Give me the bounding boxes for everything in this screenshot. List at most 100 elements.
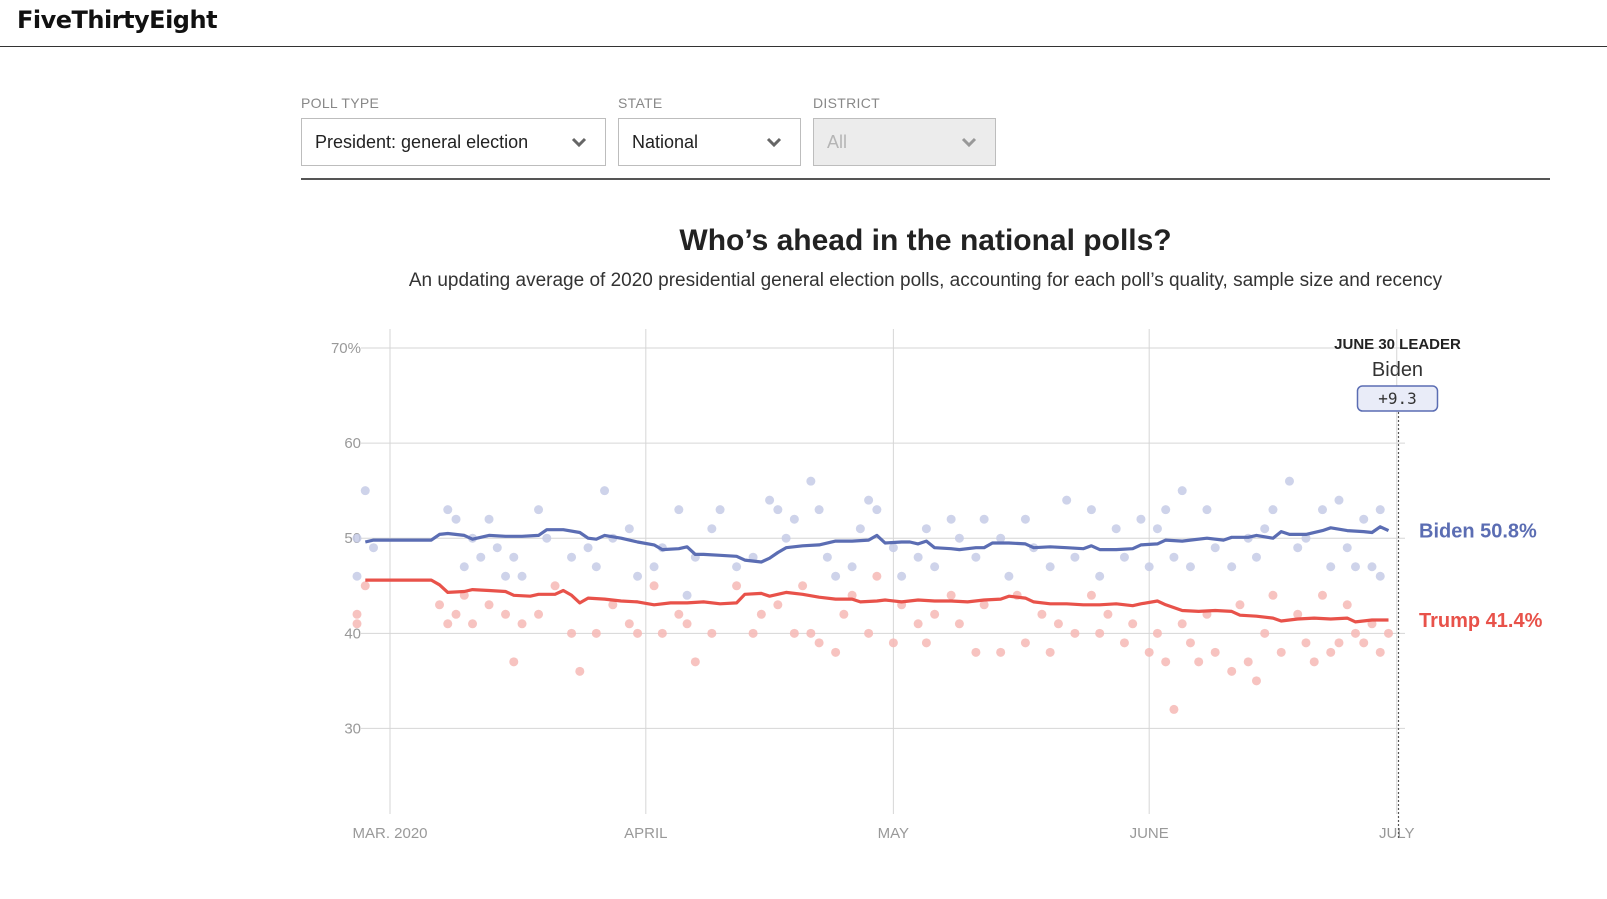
trump-poll-dot bbox=[657, 628, 667, 638]
trump-poll-dot bbox=[732, 581, 742, 591]
biden-poll-dot bbox=[954, 533, 964, 543]
trump-poll-dot bbox=[649, 581, 659, 591]
trump-poll-dot bbox=[798, 581, 808, 591]
biden-poll-dot bbox=[781, 533, 791, 543]
biden-poll-dot bbox=[1342, 543, 1352, 553]
trump-poll-dot bbox=[1144, 647, 1154, 657]
biden-poll-dot bbox=[789, 514, 799, 524]
biden-poll-dot bbox=[872, 505, 882, 515]
trump-poll-dot bbox=[1045, 647, 1055, 657]
leader-margin-value: +9.3 bbox=[1378, 389, 1417, 408]
biden-poll-dot bbox=[732, 562, 742, 572]
trump-poll-dot bbox=[1293, 609, 1303, 619]
biden-poll-dot bbox=[1260, 524, 1270, 534]
trump-poll-dot bbox=[1276, 647, 1286, 657]
chevron-down-icon bbox=[766, 137, 782, 148]
trump-poll-dot bbox=[831, 647, 841, 657]
biden-poll-dot bbox=[814, 505, 824, 515]
trump-poll-dot bbox=[1260, 628, 1270, 638]
trump-poll-dot bbox=[1119, 638, 1129, 648]
trump-poll-dot bbox=[1235, 600, 1245, 610]
state-select[interactable]: National bbox=[618, 118, 801, 166]
biden-poll-dot bbox=[1185, 562, 1195, 572]
biden-poll-dot bbox=[624, 524, 634, 534]
site-logo[interactable]: FiveThirtyEight bbox=[17, 6, 218, 34]
trump-poll-dot bbox=[1317, 590, 1327, 600]
biden-poll-dot bbox=[517, 571, 527, 581]
biden-poll-dot bbox=[971, 552, 981, 562]
trump-poll-dot bbox=[1268, 590, 1278, 600]
district-select[interactable]: All bbox=[813, 118, 996, 166]
trump-poll-dot bbox=[1161, 657, 1171, 667]
biden-poll-dot bbox=[1227, 562, 1237, 572]
trump-poll-dot bbox=[435, 600, 445, 610]
biden-poll-dot bbox=[1350, 562, 1360, 572]
biden-poll-dot bbox=[707, 524, 717, 534]
average-lines: Biden 50.8% Trump 41.4% bbox=[364, 521, 1543, 632]
biden-poll-dot bbox=[1169, 552, 1179, 562]
biden-poll-dot bbox=[451, 514, 461, 524]
poll-type-select[interactable]: President: general election bbox=[301, 118, 606, 166]
trump-poll-dot bbox=[864, 628, 874, 638]
biden-poll-dot bbox=[1177, 486, 1187, 496]
trump-poll-dot bbox=[872, 571, 882, 581]
biden-poll-dot bbox=[484, 514, 494, 524]
biden-poll-dot bbox=[567, 552, 577, 562]
x-tick-label: JULY bbox=[1379, 825, 1415, 842]
trump-poll-dot bbox=[756, 609, 766, 619]
header-divider bbox=[0, 46, 1607, 47]
trump-poll-dot bbox=[1086, 590, 1096, 600]
leader-heading: JUNE 30 LEADER bbox=[1334, 336, 1461, 353]
x-tick-label: MAR. 2020 bbox=[352, 825, 427, 842]
biden-poll-dot bbox=[897, 571, 907, 581]
biden-poll-dot bbox=[1375, 571, 1385, 581]
biden-poll-dot bbox=[888, 543, 898, 553]
biden-poll-dot bbox=[542, 533, 552, 543]
trump-poll-dot bbox=[1095, 628, 1105, 638]
trump-poll-dot bbox=[954, 619, 964, 629]
trump-poll-dot bbox=[814, 638, 824, 648]
trump-poll-dot bbox=[484, 600, 494, 610]
trump-average-line bbox=[365, 578, 1389, 624]
biden-poll-dot bbox=[1326, 562, 1336, 572]
biden-poll-dot bbox=[459, 562, 469, 572]
biden-poll-dot bbox=[360, 486, 370, 496]
state-label: STATE bbox=[618, 95, 663, 111]
trump-poll-dot bbox=[1383, 628, 1393, 638]
biden-poll-dot bbox=[765, 495, 775, 505]
biden-poll-dot bbox=[1161, 505, 1171, 515]
trump-poll-dot bbox=[1194, 657, 1204, 667]
biden-poll-dot bbox=[633, 571, 643, 581]
trump-poll-dot bbox=[806, 628, 816, 638]
trump-poll-dot bbox=[451, 609, 461, 619]
biden-poll-dot bbox=[1293, 543, 1303, 553]
trump-poll-dot bbox=[1334, 638, 1344, 648]
trump-poll-dot bbox=[1177, 619, 1187, 629]
trump-poll-dot bbox=[633, 628, 643, 638]
x-tick-label: MAY bbox=[878, 825, 909, 842]
trump-poll-dot bbox=[591, 628, 601, 638]
trump-poll-dot bbox=[1342, 600, 1352, 610]
leader-name: Biden bbox=[1372, 359, 1423, 381]
biden-poll-dot bbox=[831, 571, 841, 581]
biden-poll-dot bbox=[1375, 505, 1385, 515]
biden-poll-dot bbox=[913, 552, 923, 562]
y-tick-label: 30 bbox=[344, 720, 361, 737]
district-value: All bbox=[827, 131, 848, 152]
y-tick-label: 70% bbox=[331, 340, 361, 357]
biden-poll-dot bbox=[806, 476, 816, 486]
biden-poll-dot bbox=[921, 524, 931, 534]
trump-poll-dot bbox=[608, 600, 618, 610]
trump-poll-dot bbox=[360, 581, 370, 591]
biden-poll-dot bbox=[1020, 514, 1030, 524]
biden-poll-dot bbox=[1136, 514, 1146, 524]
state-value: National bbox=[632, 131, 699, 152]
trump-poll-dot bbox=[996, 647, 1006, 657]
trump-poll-dot bbox=[921, 638, 931, 648]
biden-poll-dot bbox=[649, 562, 659, 572]
trump-poll-dot bbox=[1169, 704, 1179, 714]
biden-poll-dot bbox=[996, 533, 1006, 543]
trump-poll-dot bbox=[1227, 666, 1237, 676]
trump-poll-dot bbox=[930, 609, 940, 619]
